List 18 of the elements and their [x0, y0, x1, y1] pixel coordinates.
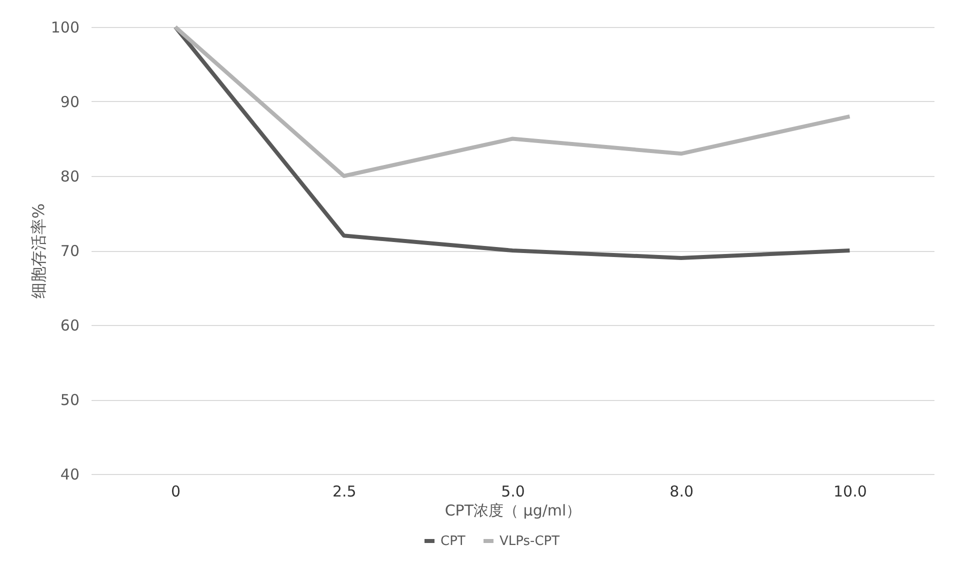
y-tick-label: 100	[50, 18, 80, 36]
x-tick-label: 10.0	[833, 482, 867, 500]
x-tick-label: 5.0	[501, 482, 525, 500]
x-tick-label: 8.0	[670, 482, 694, 500]
y-axis-title: 细胞存活率%	[28, 203, 48, 299]
y-tick-label: 50	[60, 391, 80, 409]
legend-label: VLPs-CPT	[500, 534, 560, 549]
y-tick-label: 90	[60, 93, 80, 111]
line-series	[173, 25, 852, 260]
x-tick-label: 0	[171, 482, 181, 500]
y-tick-label: 40	[60, 466, 80, 484]
y-tick-label: 70	[60, 242, 80, 260]
y-tick-label: 60	[60, 316, 80, 334]
x-axis-title: CPT浓度（ μg/ml）	[444, 502, 582, 520]
y-tick-label: 80	[60, 168, 80, 186]
line-series	[173, 25, 852, 178]
x-tick-label: 2.5	[332, 482, 356, 500]
legend-label: CPT	[440, 534, 466, 549]
